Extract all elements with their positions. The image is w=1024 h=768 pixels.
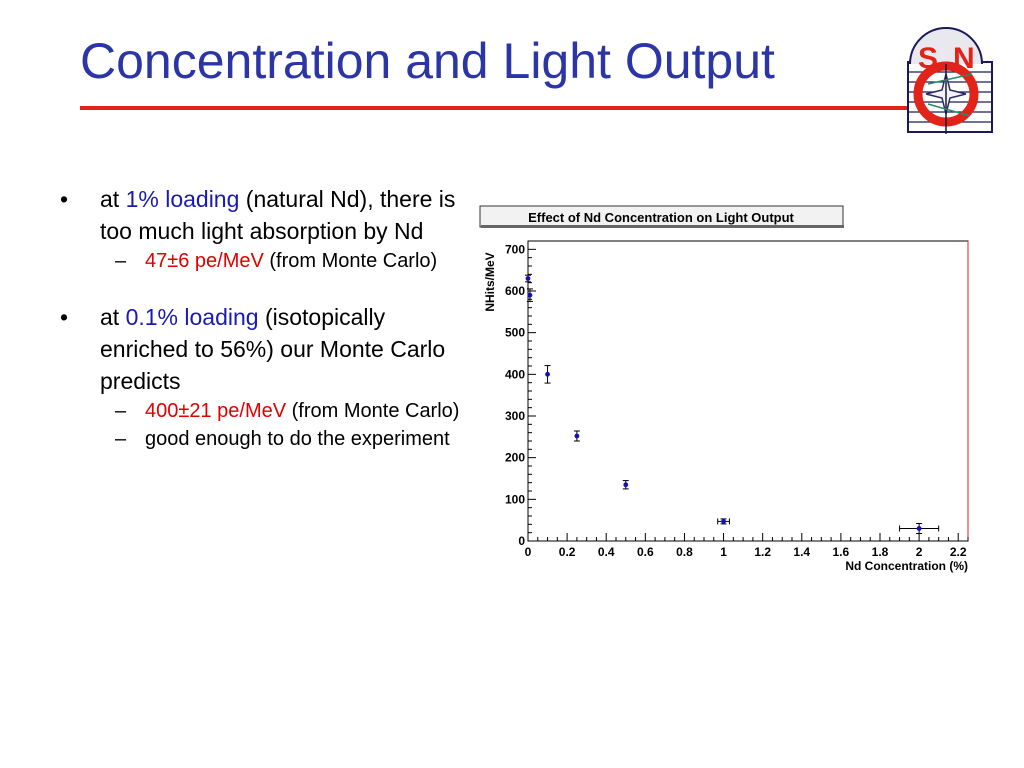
bullet-item: • at 1% loading (natural Nd), there is t… (60, 183, 475, 247)
chart-title-shadow (481, 225, 844, 228)
data-point (622, 480, 629, 490)
slide-title: Concentration and Light Output (80, 33, 775, 89)
sub-bullet-highlight: 400±21 pe/MeV (145, 400, 287, 422)
marker (527, 292, 533, 298)
y-tick-label: 400 (505, 367, 525, 381)
data-point (544, 365, 551, 384)
x-tick-label: 1.2 (754, 545, 771, 559)
x-tick-label: 0 (525, 545, 532, 559)
bullet-highlight: 1% loading (125, 186, 240, 212)
x-tick-label: 0.8 (676, 545, 693, 559)
marker (545, 371, 550, 377)
bullet-text: at (100, 186, 126, 212)
x-tick-label: 0.2 (559, 545, 576, 559)
data-point (573, 430, 580, 442)
svg-text:N: N (953, 42, 975, 75)
dash-marker: – (115, 250, 127, 272)
bullet-highlight: 0.1% loading (125, 304, 259, 330)
bullet-text: (natural Nd), there is too much light ab… (100, 186, 456, 244)
nd-concentration-chart: Effect of Nd Concentration on Light Outp… (479, 205, 969, 573)
x-tick-label: 1.4 (793, 545, 810, 559)
x-tick-label: 1.8 (872, 545, 889, 559)
x-tick-label: 2.2 (950, 545, 967, 559)
marker (525, 276, 531, 281)
sno-logo: S N (907, 27, 993, 134)
marker (721, 519, 726, 524)
bullet-text: (isotopically enriched to 56%) our Monte… (100, 304, 446, 394)
bullet-item: • at 0.1% loading (isotopically enriched… (60, 301, 475, 397)
sub-bullet-text: (from Monte Carlo) (263, 250, 438, 272)
sub-bullet-item: – 47±6 pe/MeV (from Monte Carlo) (60, 247, 475, 275)
title-underline (80, 106, 942, 110)
y-tick-label: 700 (505, 242, 525, 256)
bullet-marker: • (60, 304, 69, 330)
svg-text:S: S (918, 42, 938, 75)
sub-bullet-text: (from Monte Carlo) (286, 400, 460, 422)
bullet-list: • at 1% loading (natural Nd), there is t… (60, 183, 475, 453)
sub-bullet-item: – good enough to do the experiment (60, 425, 475, 453)
sub-bullet-item: – 400±21 pe/MeV (from Monte Carlo) (60, 397, 475, 425)
y-tick-label: 0 (518, 534, 525, 548)
chart-title: Effect of Nd Concentration on Light Outp… (528, 210, 794, 225)
dash-marker: – (115, 400, 127, 422)
data-point (526, 288, 533, 302)
sub-bullet-text: good enough to do the experiment (145, 428, 450, 450)
bullet-text: at (100, 304, 126, 330)
x-tick-label: 0.4 (598, 545, 615, 559)
y-axis-label: NHits/MeV (483, 252, 497, 311)
marker (574, 433, 580, 439)
data-point (525, 274, 531, 283)
data-point (899, 523, 940, 534)
y-tick-label: 300 (505, 409, 525, 423)
dash-marker: – (115, 428, 127, 450)
y-tick-label: 200 (505, 451, 525, 465)
x-tick-label: 1.6 (833, 545, 850, 559)
marker (623, 482, 629, 488)
plot-frame (527, 240, 969, 542)
sub-bullet-highlight: 47±6 pe/MeV (145, 250, 264, 272)
y-tick-label: 100 (505, 492, 525, 506)
y-tick-label: 600 (505, 284, 525, 298)
marker (916, 526, 922, 531)
x-tick-label: 1 (720, 545, 727, 559)
x-tick-label: 2 (916, 545, 923, 559)
x-axis-label: Nd Concentration (%) (845, 559, 968, 573)
y-tick-label: 500 (505, 326, 525, 340)
data-point (717, 518, 730, 525)
x-tick-label: 0.6 (637, 545, 654, 559)
bullet-marker: • (60, 186, 69, 212)
